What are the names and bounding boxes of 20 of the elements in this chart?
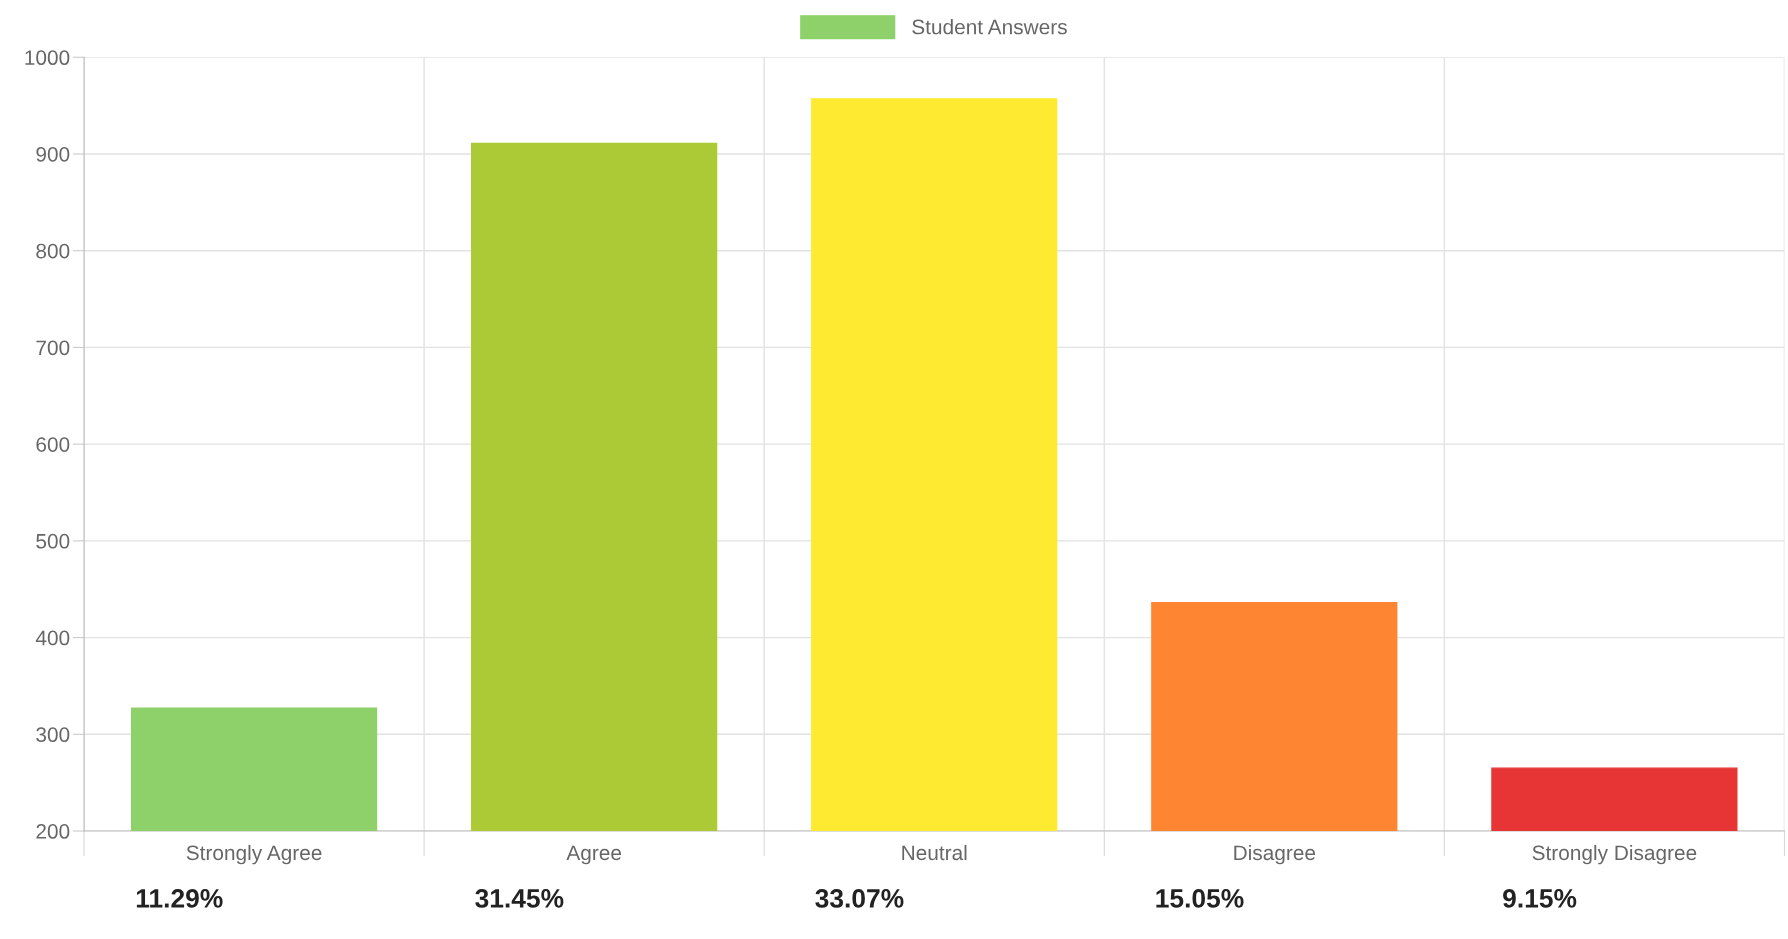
x-tick-label: Strongly Agree xyxy=(186,844,322,865)
y-tick-label: 600 xyxy=(36,437,70,452)
y-tick-label: 300 xyxy=(36,727,70,743)
x-tick-label: Disagree xyxy=(1234,844,1316,865)
y-tick-label: 900 xyxy=(36,147,70,162)
legend-label: Student Answers xyxy=(912,19,1067,35)
y-tick-label: 700 xyxy=(36,340,70,356)
x-tick-label: Strongly Disagree xyxy=(1532,844,1697,865)
y-tick-label: 500 xyxy=(36,533,70,549)
text: 9.15% xyxy=(1503,889,1577,908)
x-tick-label: Agree xyxy=(566,845,622,865)
y-tick-label: 400 xyxy=(35,630,70,646)
text: 33.07% xyxy=(815,889,904,908)
y-tick-label: 800 xyxy=(36,243,70,259)
text: 15.05% xyxy=(1156,889,1244,908)
y-tick-label: 200 xyxy=(36,824,70,839)
text: 31.45% xyxy=(475,889,564,908)
y-tick-label: 1000 xyxy=(25,50,70,66)
text: 11.29% xyxy=(136,889,223,908)
x-tick-label: Neutral xyxy=(902,844,967,861)
